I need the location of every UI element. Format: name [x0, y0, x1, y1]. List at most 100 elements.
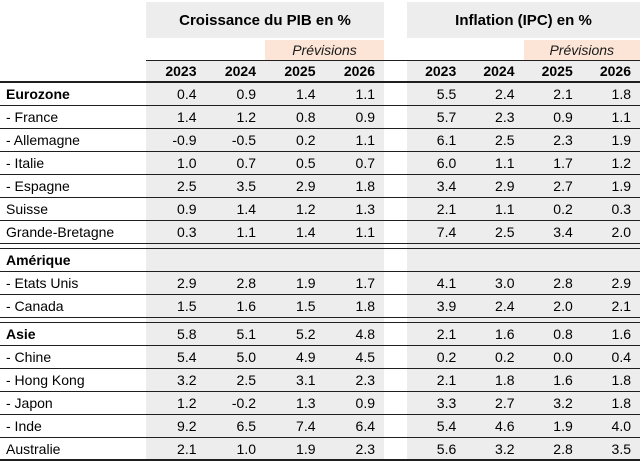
- gdp-year-header: 2025: [265, 60, 325, 81]
- row-label: Australie: [6, 440, 61, 457]
- gdp-cell: 1.4: [205, 198, 265, 220]
- gdp-cell: 0.4: [146, 83, 206, 105]
- gdp-cell: 1.3: [324, 198, 384, 220]
- gdp-cell: 1.8: [324, 295, 384, 317]
- gdp-cell: [146, 318, 206, 322]
- cpi-cell: 2.8: [523, 438, 582, 459]
- gdp-cell: 1.6: [205, 295, 265, 317]
- cpi-cell: 3.2: [465, 438, 524, 459]
- gdp-cell: 6.5: [205, 415, 265, 437]
- gdp-cell: 4.5: [324, 346, 384, 368]
- cpi-cell: 4.1: [407, 272, 466, 294]
- cpi-cell: 4.0: [581, 415, 640, 437]
- row-label: - Hong Kong: [6, 372, 85, 388]
- cpi-cell: 1.2: [581, 152, 640, 174]
- cpi-cell: 1.7: [523, 152, 582, 174]
- cpi-year-header: 2025: [523, 60, 582, 81]
- cpi-cell: 2.0: [523, 295, 582, 317]
- cpi-cell: 1.6: [523, 369, 582, 391]
- corner-blank-cell: [0, 0, 146, 40]
- cpi-cell: 5.6: [407, 438, 466, 459]
- row-label: [0, 244, 146, 248]
- cpi-cell: 0.8: [523, 323, 582, 345]
- row-label: - Etats Unis: [6, 275, 79, 291]
- table-row: Grande-Bretagne 0.3 1.1 1.4 1.1 7.4 2.5 …: [0, 221, 640, 244]
- section-spacer: [0, 318, 640, 323]
- cpi-cell: 1.1: [465, 198, 524, 220]
- column-gap: [384, 175, 407, 197]
- table-row: - Hong Kong 3.2 2.5 3.1 2.3 2.1 1.8 1.6 …: [0, 369, 640, 392]
- table-row: - Canada 1.5 1.6 1.5 1.8 3.9 2.4 2.0 2.1: [0, 295, 640, 318]
- gdp-cell: 4.9: [265, 346, 325, 368]
- cpi-cell: 0.9: [523, 106, 582, 128]
- gdp-cell: 1.2: [146, 392, 206, 414]
- cpi-cell: 1.9: [523, 415, 582, 437]
- cpi-cell: 1.8: [581, 392, 640, 414]
- gdp-cell: [265, 244, 325, 248]
- cpi-cell: 6.1: [407, 129, 466, 151]
- cpi-cell: [523, 249, 582, 271]
- table-row: - Espagne 2.5 3.5 2.9 1.8 3.4 2.9 2.7 1.…: [0, 175, 640, 198]
- gdp-cell: 1.3: [265, 392, 325, 414]
- gdp-cell: 2.5: [146, 175, 206, 197]
- gdp-forecast-band: Prévisions: [265, 40, 384, 60]
- cpi-cell: 7.4: [407, 221, 466, 243]
- cpi-cell: 2.9: [465, 175, 524, 197]
- gdp-year-header: 2026: [324, 60, 384, 81]
- cpi-cell: 2.8: [523, 272, 582, 294]
- gdp-cell: -0.5: [205, 129, 265, 151]
- gdp-cell: [265, 249, 325, 271]
- gdp-year-header: 2023: [146, 60, 206, 81]
- section-spacer: [0, 244, 640, 249]
- table-row: Amérique: [0, 249, 640, 272]
- gdp-cell: 1.5: [146, 295, 206, 317]
- cpi-cell: 1.1: [581, 106, 640, 128]
- group-gap: [384, 60, 407, 81]
- table-body: Eurozone 0.4 0.9 1.4 1.1 5.5 2.4 2.1 1.8…: [0, 83, 640, 461]
- column-gap: [384, 249, 407, 271]
- cpi-cell: 5.4: [407, 415, 466, 437]
- gdp-cell: 2.5: [205, 369, 265, 391]
- gdp-cell: 3.5: [205, 175, 265, 197]
- gdp-cell: 0.9: [324, 106, 384, 128]
- row-label: - Espagne: [6, 178, 70, 194]
- gdp-cell: 0.9: [205, 83, 265, 105]
- gdp-cell: 1.8: [324, 175, 384, 197]
- cpi-cell: 3.3: [407, 392, 466, 414]
- row-label: Amérique: [6, 252, 71, 268]
- gdp-cell: 1.2: [205, 106, 265, 128]
- cpi-cell: 1.1: [465, 152, 524, 174]
- row-label: - Allemagne: [6, 132, 80, 148]
- row-label: [0, 318, 146, 322]
- cpi-cell: 0.2: [523, 198, 582, 220]
- inflation-forecast-label: Prévisions: [549, 42, 615, 58]
- group-header-row: Croissance du PIB en % Inflation (IPC) e…: [0, 0, 640, 40]
- gdp-cell: 7.4: [265, 415, 325, 437]
- cpi-cell: 2.1: [407, 323, 466, 345]
- column-gap: [384, 106, 407, 128]
- blank-cell: [146, 40, 265, 60]
- gdp-cell: 5.4: [146, 346, 206, 368]
- cpi-cell: [465, 244, 524, 248]
- cpi-cell: [407, 318, 466, 322]
- table-row: - Japon 1.2 -0.2 1.3 0.9 3.3 2.7 3.2 1.8: [0, 392, 640, 415]
- cpi-cell: 2.0: [581, 221, 640, 243]
- table-row: Suisse 0.9 1.4 1.2 1.3 2.1 1.1 0.2 0.3: [0, 198, 640, 221]
- cpi-cell: 2.1: [407, 369, 466, 391]
- gdp-cell: 0.9: [324, 392, 384, 414]
- inflation-group-header: Inflation (IPC) en %: [407, 2, 640, 38]
- gdp-cell: 1.2: [265, 198, 325, 220]
- cpi-cell: 4.6: [465, 415, 524, 437]
- gdp-cell: 2.3: [324, 369, 384, 391]
- blank-cell: [0, 60, 146, 81]
- gdp-cell: -0.9: [146, 129, 206, 151]
- cpi-cell: 0.2: [465, 346, 524, 368]
- row-label: - Japon: [6, 395, 53, 411]
- column-gap: [384, 198, 407, 220]
- gdp-cell: [324, 318, 384, 322]
- cpi-cell: 3.0: [465, 272, 524, 294]
- gdp-cell: 1.7: [324, 272, 384, 294]
- cpi-cell: 6.0: [407, 152, 466, 174]
- gdp-cell: 0.2: [265, 129, 325, 151]
- gdp-cell: 0.7: [324, 152, 384, 174]
